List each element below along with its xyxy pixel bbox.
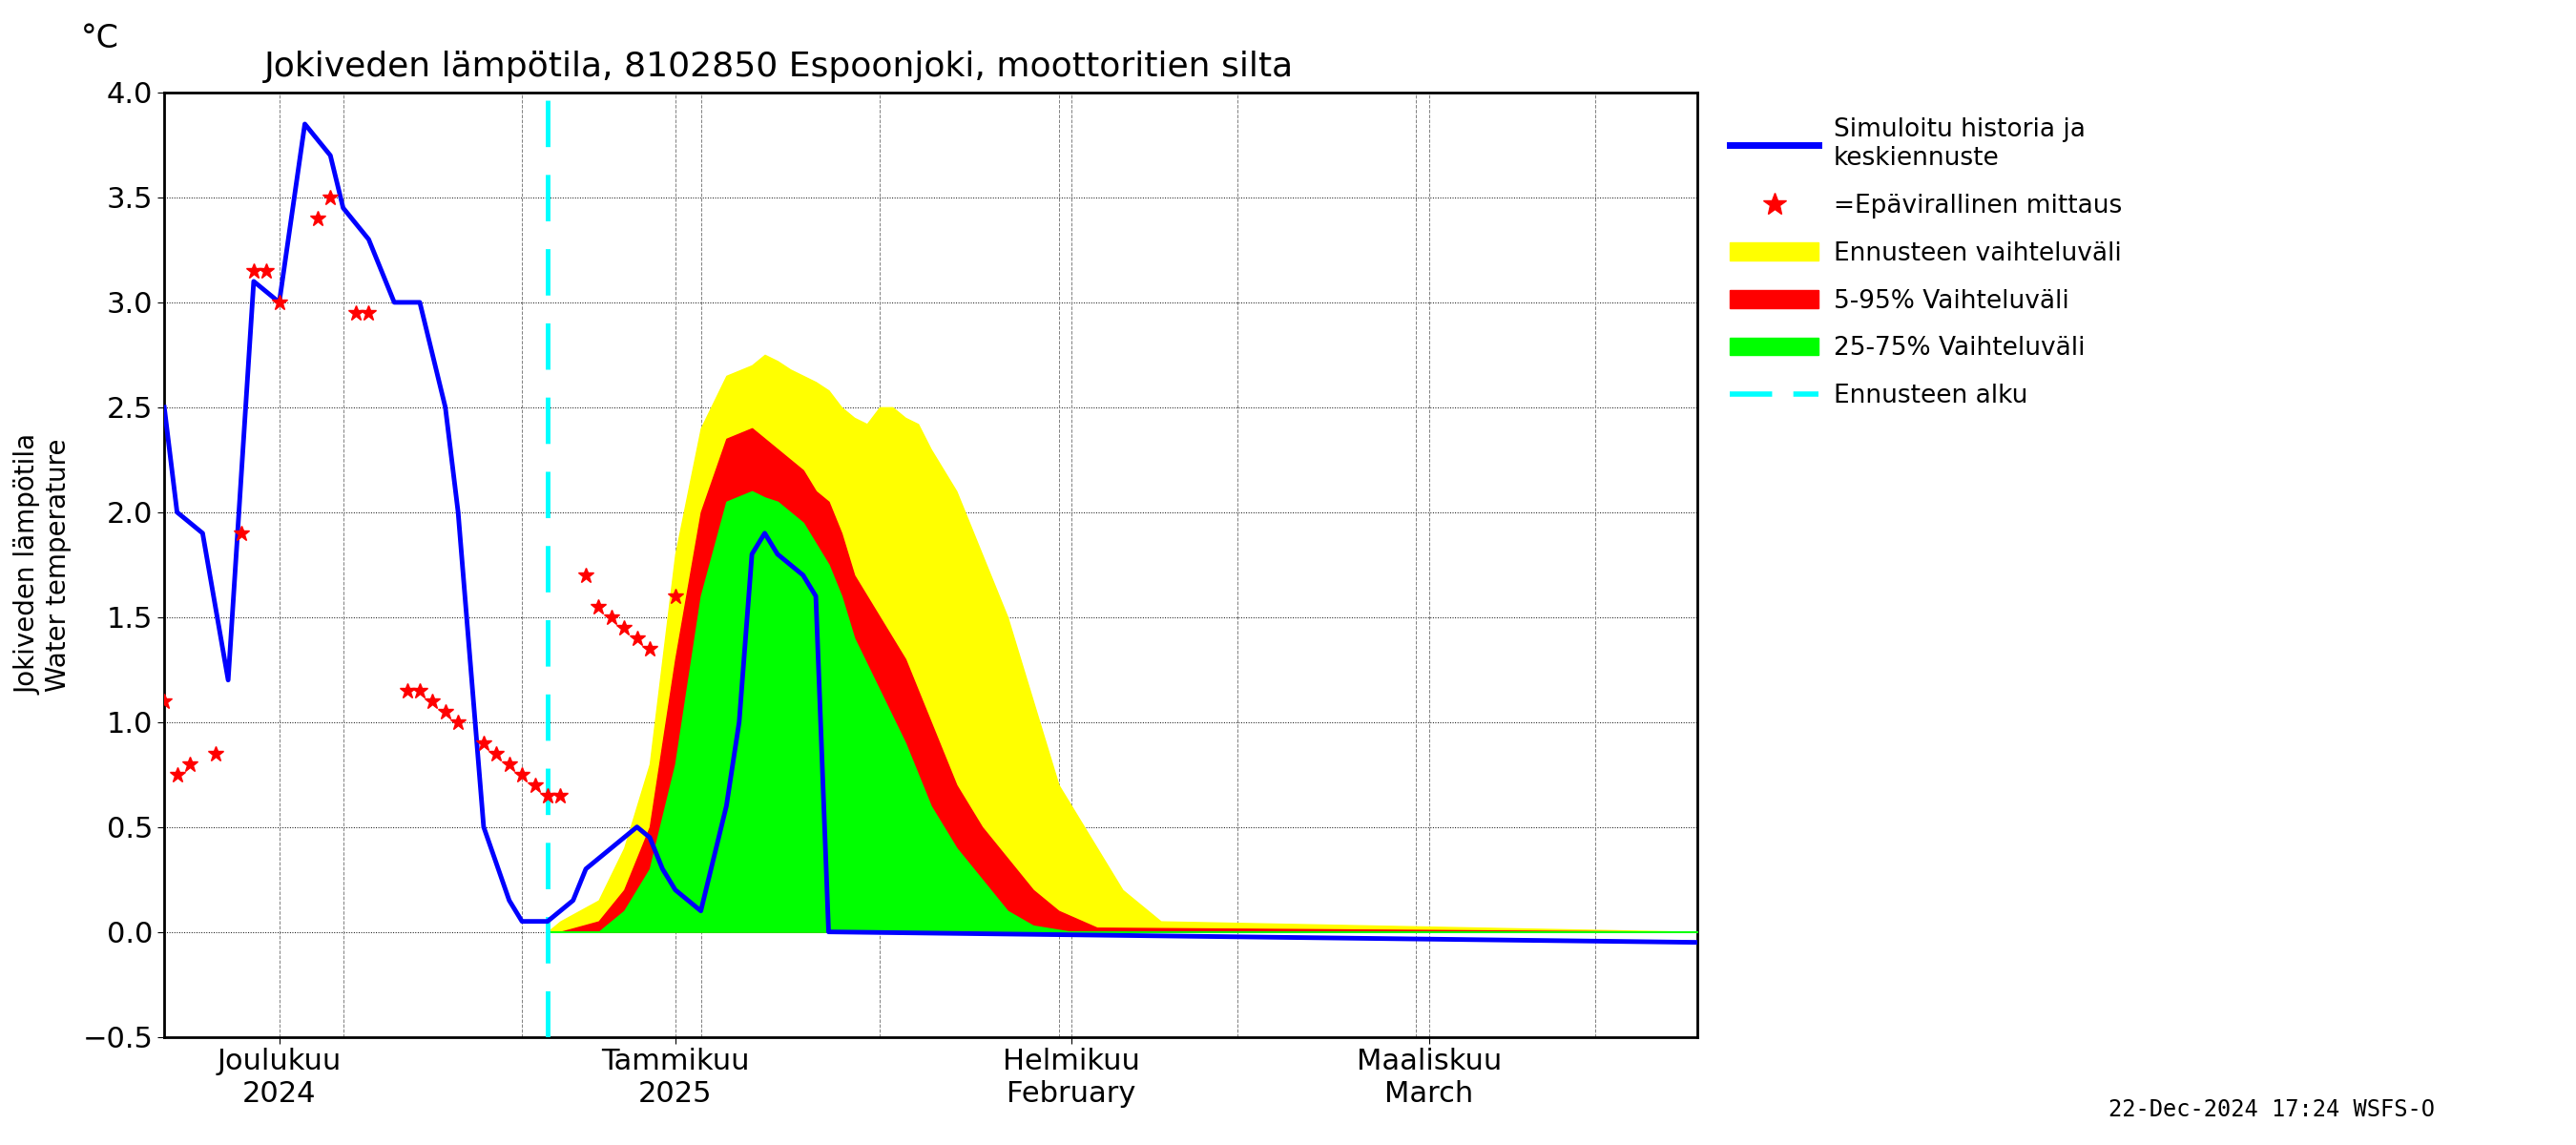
Y-axis label: Jokiveden lämpötila
Water temperature: Jokiveden lämpötila Water temperature (15, 434, 72, 695)
Text: Jokiveden lämpötila, 8102850 Espoonjoki, moottoritien silta: Jokiveden lämpötila, 8102850 Espoonjoki,… (263, 50, 1293, 84)
Text: 22-Dec-2024 17:24 WSFS-O: 22-Dec-2024 17:24 WSFS-O (2107, 1098, 2434, 1121)
Text: °C: °C (80, 23, 118, 55)
Legend: Simuloitu historia ja
keskiennuste, =Epävirallinen mittaus, Ennusteen vaihteluvä: Simuloitu historia ja keskiennuste, =Epä… (1718, 105, 2136, 421)
